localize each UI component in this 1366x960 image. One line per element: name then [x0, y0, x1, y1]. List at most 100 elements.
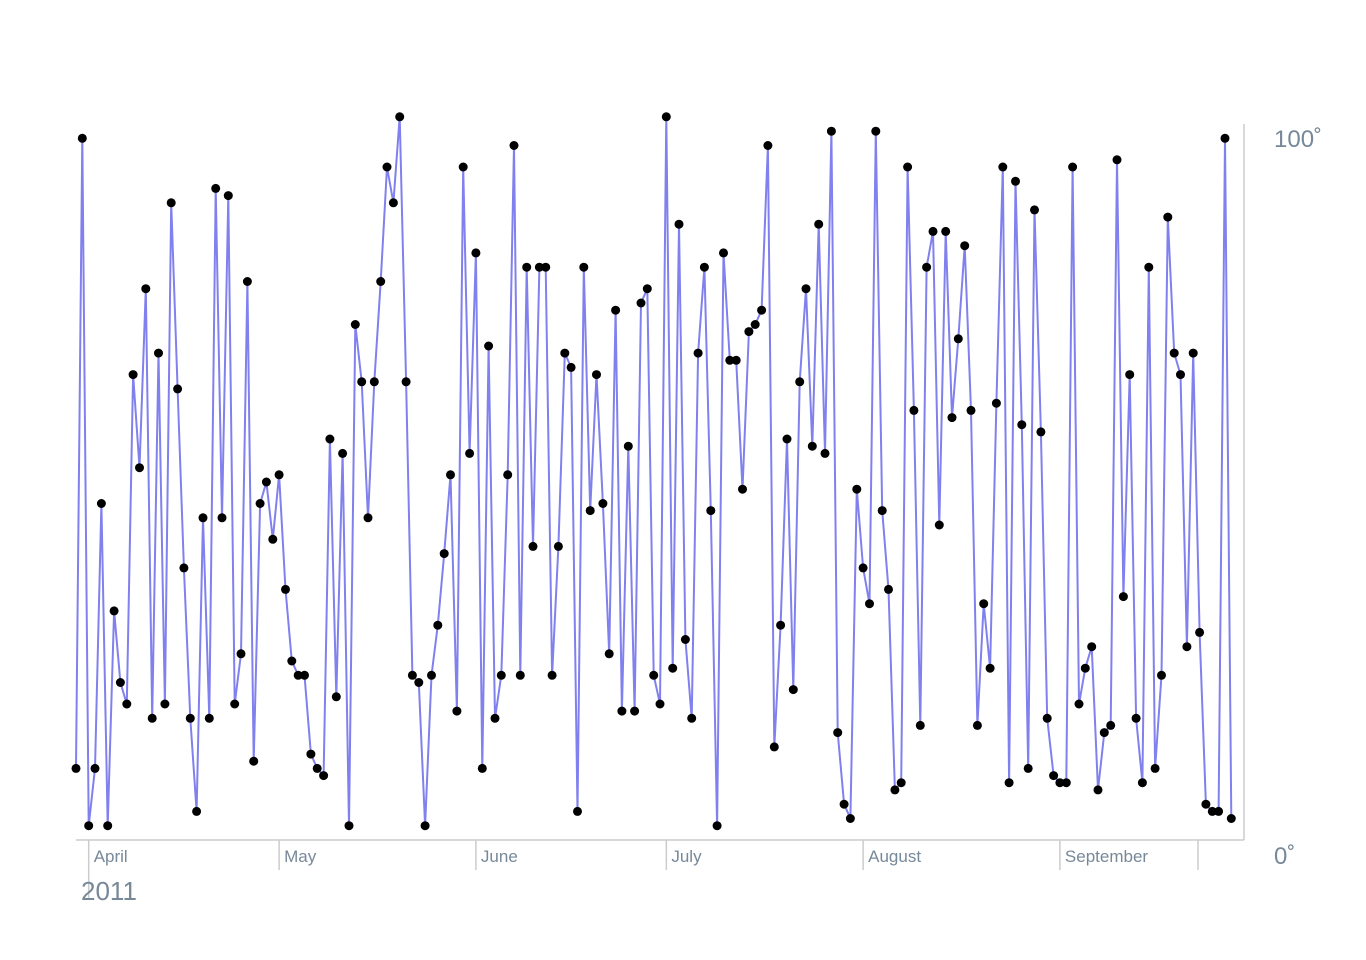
data-point [788, 685, 798, 695]
data-point [185, 713, 195, 723]
data-point [953, 334, 963, 344]
data-point [979, 599, 989, 609]
data-point [1093, 785, 1103, 795]
data-point [858, 563, 868, 573]
data-point [877, 506, 887, 516]
data-point [649, 670, 659, 680]
data-point [363, 513, 373, 523]
data-point [566, 362, 576, 372]
data-point [960, 241, 970, 251]
data-point [395, 112, 405, 122]
data-point [617, 706, 627, 716]
data-point [757, 305, 767, 315]
data-point [763, 141, 773, 150]
data-point [255, 499, 265, 508]
data-point [592, 370, 601, 380]
data-point [528, 541, 538, 551]
data-point [807, 441, 817, 451]
data-point [553, 541, 563, 551]
data-point [915, 720, 925, 730]
data-point [77, 133, 87, 143]
data-point [661, 112, 671, 122]
data-point [1004, 778, 1014, 788]
data-point [1150, 763, 1160, 773]
data-point [693, 348, 703, 358]
data-point [776, 620, 786, 630]
data-point [865, 599, 874, 609]
year-label: 2011 [81, 876, 137, 906]
x-tick-label: May [284, 847, 317, 866]
data-point [433, 620, 443, 630]
data-point [147, 713, 157, 723]
data-point [198, 513, 208, 523]
data-point [814, 219, 824, 229]
data-point [801, 284, 811, 294]
data-point [293, 670, 303, 680]
data-point [839, 799, 849, 809]
x-tick-label: June [481, 847, 518, 866]
data-point [331, 692, 341, 702]
data-point [1112, 155, 1122, 165]
data-point [534, 262, 544, 272]
data-point [1195, 627, 1205, 637]
data-point [319, 771, 329, 781]
data-point [103, 821, 113, 831]
data-point [909, 405, 919, 415]
data-point [223, 191, 233, 201]
x-axis-ticks: April May June July August September [87, 840, 1199, 900]
data-point [306, 749, 316, 759]
data-point [1131, 713, 1141, 723]
data-point [1226, 814, 1236, 823]
data-point [547, 670, 557, 680]
data-point [630, 706, 640, 716]
data-point [1176, 370, 1185, 380]
data-point [515, 670, 525, 680]
data-point [249, 756, 259, 766]
x-tick-label: August [868, 847, 921, 866]
data-point [642, 284, 652, 294]
data-point [84, 821, 94, 831]
data-point [471, 248, 481, 258]
data-point [845, 814, 855, 823]
data-point [109, 606, 119, 616]
data-point [674, 219, 684, 229]
data-point [1125, 370, 1135, 380]
data-point [706, 506, 716, 516]
data-point [1163, 212, 1173, 222]
data-point [833, 728, 843, 738]
data-point [991, 398, 1001, 408]
data-point [192, 806, 202, 816]
data-point [1182, 642, 1192, 652]
data-point [401, 377, 411, 387]
data-point [217, 513, 227, 523]
data-point [731, 355, 741, 365]
data-point [90, 763, 100, 773]
data-point [636, 298, 646, 308]
y-min-label: 0˚ [1274, 843, 1295, 870]
data-point [966, 405, 976, 415]
data-point [338, 448, 348, 458]
data-point [369, 377, 379, 387]
data-point [376, 277, 386, 286]
data-point [998, 162, 1008, 172]
data-points [71, 112, 1236, 831]
data-point [96, 499, 106, 508]
data-point [414, 678, 424, 687]
data-point [496, 670, 506, 680]
data-point [420, 821, 430, 831]
data-point [141, 284, 151, 294]
data-point [407, 670, 417, 680]
data-point [947, 413, 957, 423]
data-point [934, 520, 944, 530]
data-point [1042, 713, 1052, 723]
data-point [903, 162, 913, 172]
axes [76, 124, 1245, 841]
data-point [795, 377, 805, 387]
data-point [611, 305, 621, 315]
data-point [725, 355, 735, 365]
data-point [490, 713, 500, 723]
data-point [300, 670, 309, 680]
data-point [985, 663, 995, 673]
x-tick-label: July [671, 847, 702, 866]
